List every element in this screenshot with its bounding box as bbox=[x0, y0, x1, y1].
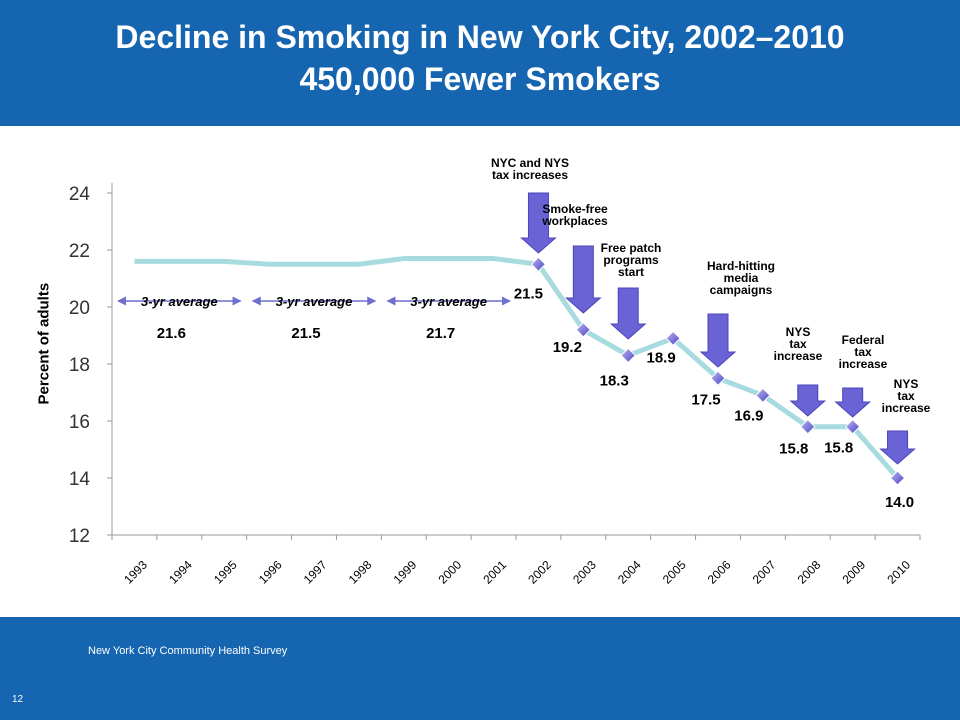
x-tick-label: 1995 bbox=[211, 558, 240, 587]
y-tick-label: 18 bbox=[69, 355, 90, 376]
data-label: 15.8 bbox=[779, 441, 808, 458]
event-label: tax bbox=[897, 389, 915, 403]
y-tick-label: 14 bbox=[69, 469, 91, 490]
x-tick-label: 2007 bbox=[750, 558, 779, 587]
event-label: Free patch bbox=[601, 241, 662, 255]
data-label: 14.0 bbox=[885, 494, 914, 511]
slide-title: Decline in Smoking in New York City, 200… bbox=[0, 16, 960, 100]
data-label: 19.2 bbox=[553, 339, 582, 356]
x-tick-label: 2009 bbox=[839, 558, 868, 587]
event-arrow bbox=[609, 287, 647, 340]
footer-bar bbox=[0, 617, 960, 720]
event-label: NYS bbox=[786, 325, 811, 339]
event-arrow bbox=[699, 313, 737, 368]
x-tick-label: 2010 bbox=[884, 558, 913, 587]
data-point-marker bbox=[710, 370, 726, 386]
event-label: NYS bbox=[894, 377, 919, 391]
x-tick-label: 2005 bbox=[660, 558, 689, 587]
event-label: increase bbox=[839, 357, 888, 371]
x-tick-label: 2008 bbox=[795, 558, 824, 587]
event-label: media bbox=[724, 271, 759, 285]
header-bar bbox=[0, 0, 960, 126]
event-arrow bbox=[789, 384, 827, 417]
event-arrow bbox=[879, 430, 916, 465]
smoking-rate-line bbox=[134, 256, 900, 480]
y-tick-label: 20 bbox=[69, 298, 90, 319]
data-label: 16.9 bbox=[734, 407, 763, 424]
event-label: programs bbox=[603, 253, 659, 267]
y-tick-label: 24 bbox=[69, 184, 91, 205]
event-arrow bbox=[565, 245, 602, 314]
average-value: 21.5 bbox=[291, 325, 320, 342]
data-point-marker bbox=[530, 256, 547, 272]
title-line-1: Decline in Smoking in New York City, 200… bbox=[115, 19, 845, 55]
data-label: 17.5 bbox=[691, 391, 720, 408]
page-number: 12 bbox=[12, 694, 24, 705]
event-label: tax bbox=[854, 345, 872, 359]
data-point-marker bbox=[575, 322, 592, 338]
average-value: 21.7 bbox=[426, 325, 455, 342]
average-label: 3-yr average bbox=[141, 294, 218, 309]
x-tick-label: 2002 bbox=[525, 558, 554, 587]
y-tick-label: 12 bbox=[69, 526, 90, 547]
x-tick-label: 1998 bbox=[346, 558, 375, 587]
event-label: tax bbox=[789, 337, 807, 351]
average-value: 21.6 bbox=[157, 325, 186, 342]
data-label: 18.3 bbox=[600, 372, 629, 389]
event-arrow bbox=[520, 192, 557, 254]
x-tick-label: 2004 bbox=[615, 558, 644, 587]
x-tick-label: 2001 bbox=[480, 558, 509, 587]
x-tick-label: 1999 bbox=[391, 558, 420, 587]
average-label: 3-yr average bbox=[276, 294, 353, 309]
data-point-marker bbox=[755, 387, 771, 404]
data-label: 21.5 bbox=[514, 285, 543, 302]
x-tick-label: 1993 bbox=[121, 558, 150, 587]
data-point-marker bbox=[844, 418, 861, 435]
event-label: Hard-hitting bbox=[707, 259, 775, 273]
y-axis-label: Percent of adults bbox=[35, 282, 53, 405]
smoking-chart: 12 14 16 18 20 22 24 1993 1994 1995 1996 1997 1998 19… bbox=[69, 156, 931, 587]
y-tick-label: 16 bbox=[69, 412, 90, 433]
data-point-marker bbox=[620, 347, 636, 364]
event-label: campaigns bbox=[710, 283, 773, 297]
event-label: start bbox=[618, 265, 644, 279]
x-tick-label: 1997 bbox=[301, 558, 330, 587]
data-point-marker bbox=[889, 470, 906, 486]
event-label: Smoke-free bbox=[542, 202, 608, 216]
data-label: 15.8 bbox=[824, 440, 853, 457]
x-tick-label: 2006 bbox=[705, 558, 734, 587]
event-label: NYC and NYS bbox=[491, 156, 569, 170]
x-tick-label: 1996 bbox=[256, 558, 285, 587]
event-label: Federal bbox=[842, 333, 885, 347]
x-tick-label: 2003 bbox=[570, 558, 599, 587]
y-tick-label: 22 bbox=[69, 241, 90, 262]
data-point-marker bbox=[665, 330, 681, 347]
event-label: tax increases bbox=[492, 168, 568, 182]
event-label: increase bbox=[774, 349, 823, 363]
event-label: workplaces bbox=[541, 214, 608, 228]
data-label: 18.9 bbox=[647, 349, 676, 366]
data-point-marker bbox=[800, 418, 816, 435]
average-label: 3-yr average bbox=[410, 294, 487, 309]
source-note: New York City Community Health Survey bbox=[88, 645, 288, 657]
title-line-2: 450,000 Fewer Smokers bbox=[299, 61, 661, 97]
x-tick-label: 2000 bbox=[435, 558, 464, 587]
event-label: increase bbox=[882, 401, 931, 415]
x-tick-label: 1994 bbox=[166, 558, 195, 587]
event-arrow bbox=[834, 387, 871, 418]
